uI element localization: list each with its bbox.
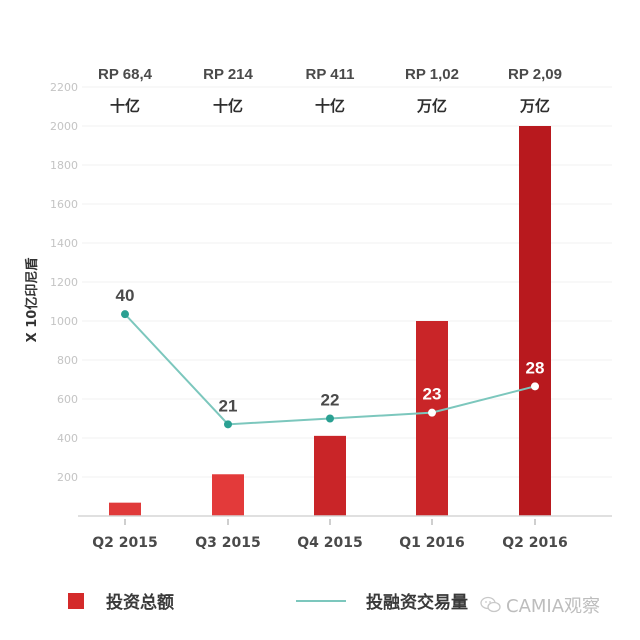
x-tick-label: Q2 2015: [92, 535, 157, 551]
x-axis-ticks: Q2 2015 Q3 2015 Q4 2015 Q1 2016 Q2 2016: [92, 519, 568, 551]
legend-item-line: 投融资交易量: [296, 588, 468, 613]
top-amount-label: RP 68,4: [98, 66, 153, 83]
top-amount-label: RP 1,02: [405, 66, 459, 83]
y-axis-label: X 10亿印尼盾: [24, 258, 40, 343]
line-point: [224, 420, 232, 429]
bar: [519, 126, 551, 516]
line-point: [326, 414, 334, 423]
y-tick-label: 1800: [50, 159, 78, 172]
bar: [314, 435, 346, 516]
bar: [212, 474, 244, 516]
point-value-label: 23: [423, 385, 442, 404]
point-value-label: 40: [116, 286, 135, 305]
point-value-label: 22: [321, 391, 340, 410]
top-annotations: RP 68,4 十亿 RP 214 十亿 RP 411 十亿 RP 1,02 万亿 RP 2,0…: [98, 66, 562, 115]
bar: [109, 502, 141, 516]
bar-swatch-icon: [68, 592, 84, 609]
top-unit-label: 十亿: [315, 97, 345, 115]
y-tick-label: 2000: [50, 120, 78, 133]
legend: 投资总额 投融资交易量: [0, 586, 640, 616]
legend-line-label: 投融资交易量: [366, 593, 468, 613]
line-point: [428, 408, 436, 417]
x-tick-label: Q3 2015: [195, 535, 260, 551]
y-tick-label: 1000: [50, 315, 78, 328]
point-value-label: 21: [219, 396, 238, 415]
top-unit-label: 万亿: [519, 97, 550, 115]
top-unit-label: 万亿: [416, 97, 447, 115]
bar: [416, 321, 448, 516]
bar-series: [109, 126, 551, 516]
y-tick-label: 400: [57, 432, 78, 445]
y-tick-label: 200: [57, 471, 78, 484]
watermark: CAMIA观察: [480, 592, 600, 618]
y-axis-ticks: 200 400 600 800 1000 1200 1400 1600 1800 2000 2200: [50, 81, 78, 484]
point-value-label: 28: [526, 358, 545, 377]
legend-bar-label: 投资总额: [106, 593, 174, 613]
x-tick-label: Q4 2015: [297, 535, 362, 551]
x-tick-label: Q2 2016: [502, 535, 567, 551]
top-amount-label: RP 214: [203, 66, 253, 83]
y-tick-label: 800: [57, 354, 78, 367]
y-tick-label: 1600: [50, 198, 78, 211]
wechat-icon: [480, 596, 501, 613]
top-amount-label: RP 2,09: [508, 66, 562, 83]
top-amount-label: RP 411: [306, 66, 355, 83]
y-tick-label: 1400: [50, 237, 78, 250]
top-unit-label: 十亿: [110, 97, 140, 115]
line-series: 40 21 22 23 28: [116, 286, 545, 429]
watermark-text: CAMIA观察: [506, 596, 601, 617]
y-tick-label: 600: [57, 393, 78, 406]
legend-item-bar: 投资总额: [68, 588, 174, 613]
line-swatch-icon: [296, 599, 346, 602]
line-point: [121, 310, 129, 319]
y-tick-label: 1200: [50, 276, 78, 289]
top-unit-label: 十亿: [213, 97, 243, 115]
x-tick-label: Q1 2016: [399, 535, 464, 551]
y-tick-label: 2200: [50, 81, 78, 94]
line-point: [531, 382, 539, 391]
